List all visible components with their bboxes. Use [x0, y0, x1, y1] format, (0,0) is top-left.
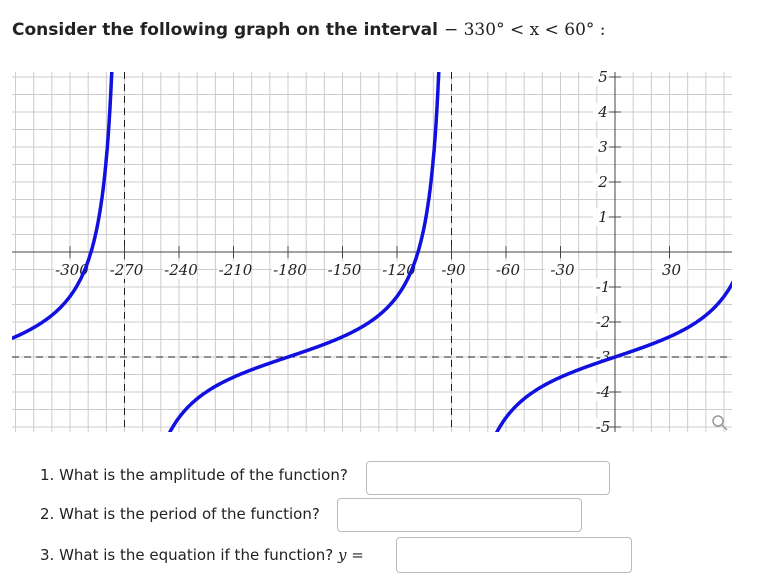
answer-input[interactable]	[337, 498, 582, 532]
question: 3. What is the equation if the function?…	[40, 546, 364, 564]
label-bg	[108, 261, 143, 279]
label-bg	[272, 261, 306, 279]
question: 2. What is the period of the function?	[40, 505, 320, 523]
prompt-text: Consider the following graph on the inte…	[12, 20, 438, 40]
prompt: Consider the following graph on the inte…	[12, 20, 606, 40]
label-bg	[490, 261, 524, 279]
label-bg	[163, 261, 197, 279]
x-tick-label: -270	[110, 261, 144, 279]
y-tick-label: -4	[596, 383, 611, 401]
label-bg	[381, 261, 415, 279]
label-bg	[593, 313, 607, 331]
answer-input[interactable]	[366, 461, 610, 495]
x-tick-label: -180	[273, 261, 307, 279]
x-tick-label: -30	[550, 261, 575, 279]
x-tick-label: -240	[164, 261, 198, 279]
label-bg	[54, 261, 88, 279]
label-bg	[593, 208, 607, 226]
label-bg	[593, 418, 607, 436]
y-tick-label: -5	[596, 418, 611, 436]
label-bg	[593, 383, 607, 401]
x-tick-label: -120	[382, 261, 416, 279]
question-text: 3. What is the equation if the function?	[40, 546, 334, 564]
x-tick-label: -210	[219, 261, 253, 279]
curve-group	[12, 72, 732, 432]
label-bg	[593, 173, 607, 191]
label-bg	[326, 261, 361, 279]
y-tick-label: 5	[598, 68, 608, 86]
curve	[167, 72, 441, 432]
interval: − 330° < x < 60° :	[443, 20, 606, 40]
y-tick-label: 3	[598, 138, 608, 156]
label-bg	[593, 103, 607, 121]
label-bg	[217, 261, 252, 279]
x-tick-label: -90	[441, 261, 466, 279]
zoom-icon	[721, 424, 728, 431]
x-tick-label: -300	[55, 261, 89, 279]
label-bg	[544, 261, 579, 279]
x-tick-label: -60	[496, 261, 521, 279]
y-tick-label: 2	[597, 173, 608, 191]
label-bg	[435, 261, 470, 279]
y-tick-label: 4	[597, 103, 608, 121]
math: y =	[337, 546, 364, 564]
label-bg	[593, 138, 607, 156]
y-tick-label: -1	[596, 278, 611, 296]
question: 1. What is the amplitude of the function…	[40, 466, 348, 484]
x-tick-label: -150	[328, 261, 362, 279]
zoom-icon	[712, 415, 724, 427]
label-bg	[653, 261, 688, 279]
y-tick-label: 1	[598, 208, 608, 226]
curve	[12, 72, 114, 341]
x-tick-label: 30	[662, 261, 682, 279]
graph: -300 -270 -240 -210 -180 -150 -120 -90 -60 -30 30 5…	[12, 68, 732, 436]
y-tick-label: -2	[596, 313, 611, 331]
label-bg	[593, 68, 607, 86]
label-bg	[593, 278, 607, 296]
answer-input[interactable]	[396, 537, 632, 573]
curve	[494, 280, 732, 432]
